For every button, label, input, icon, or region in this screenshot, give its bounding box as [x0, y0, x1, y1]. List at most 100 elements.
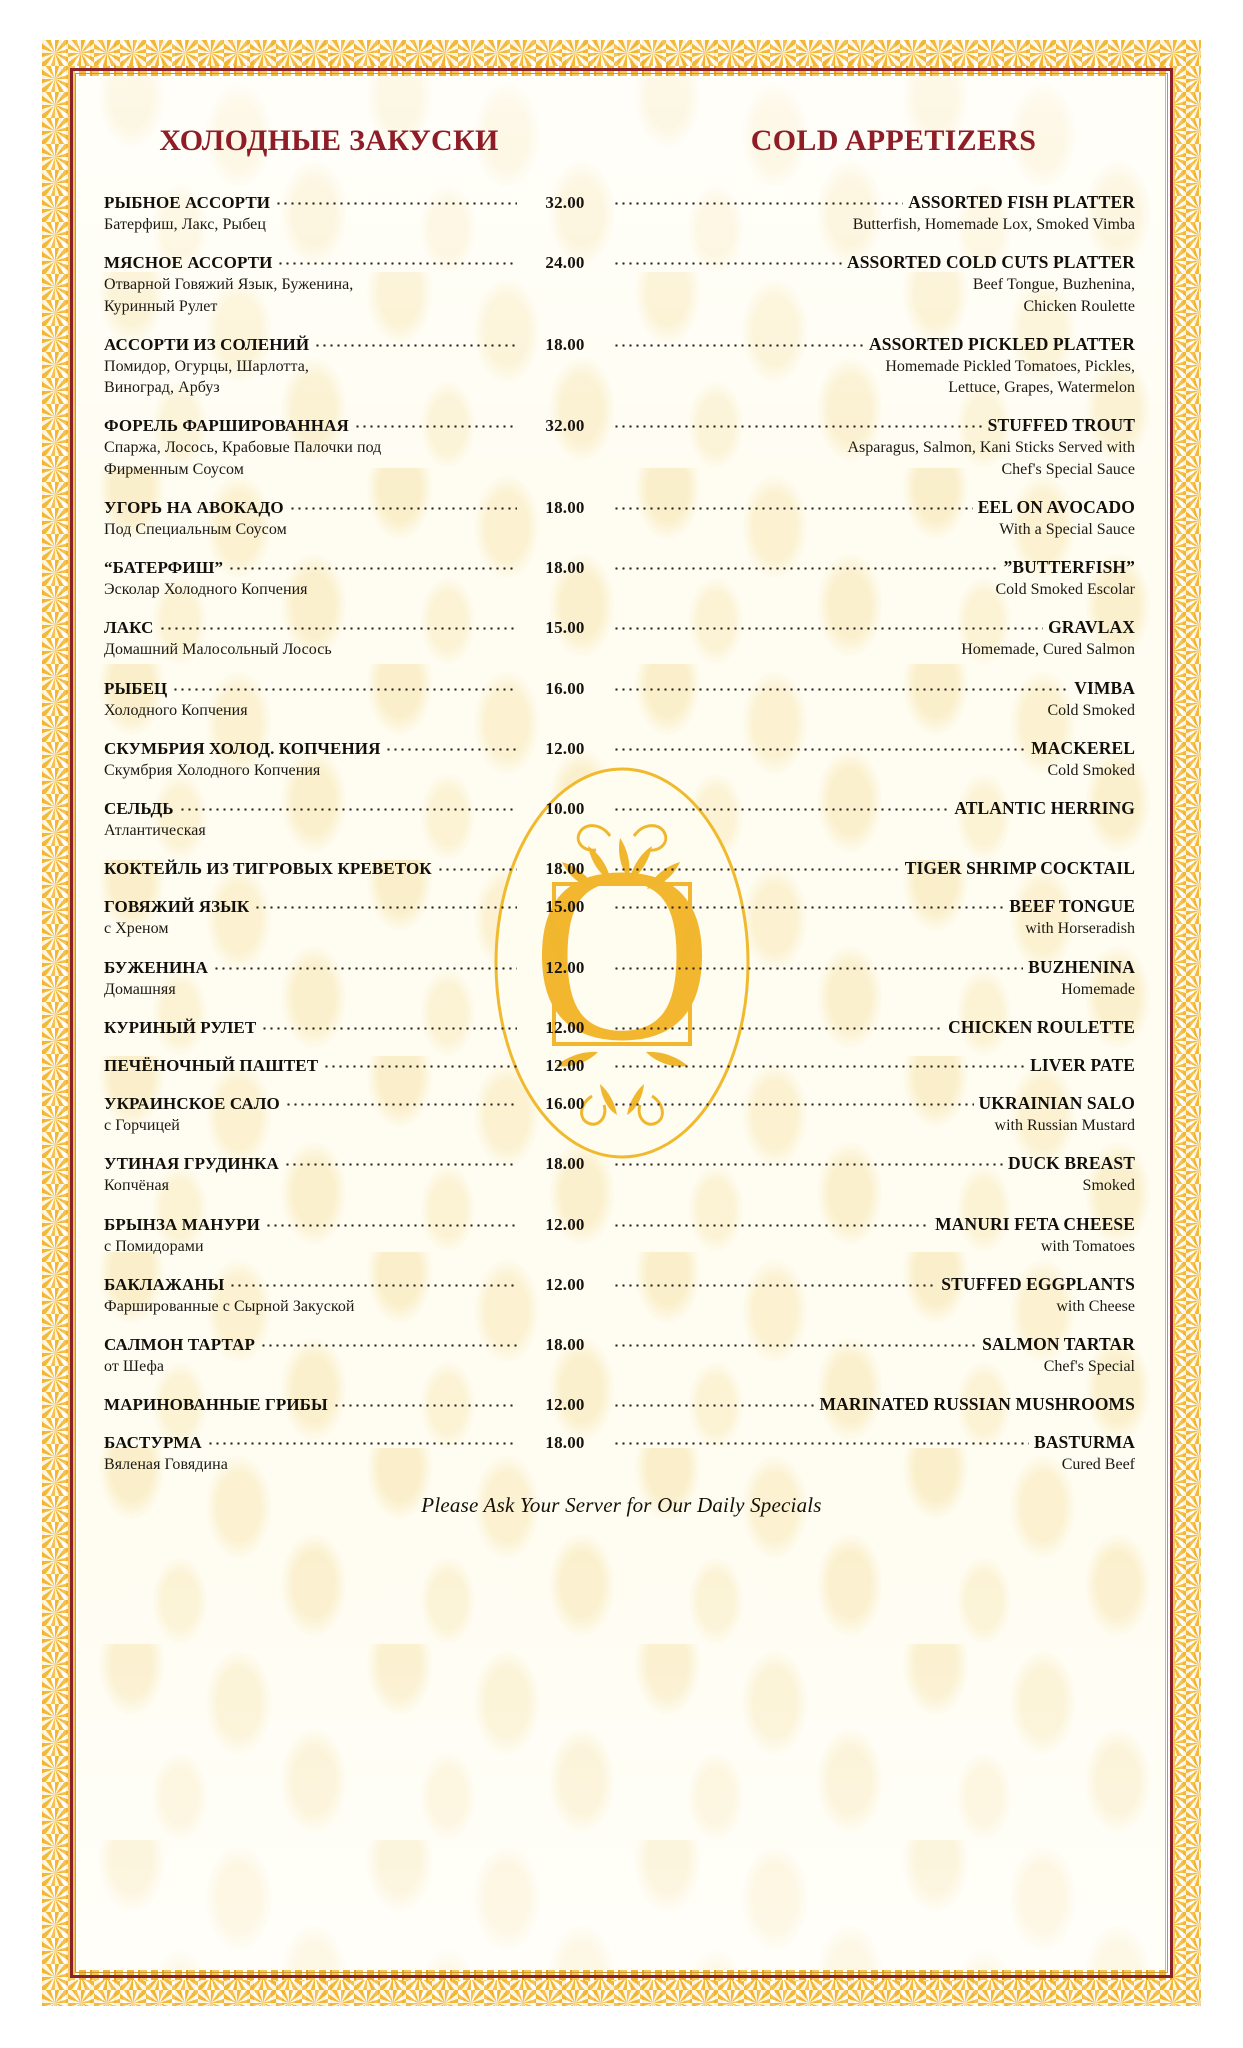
dot-leader: [613, 1055, 1026, 1071]
menu-item-name-line-en: ATLANTIC HERRING: [608, 798, 1135, 819]
menu-item-name-en: BASTURMA: [1034, 1432, 1135, 1453]
menu-item-description-en: with Cheese: [1056, 1297, 1135, 1315]
menu-item-en: UKRAINIAN SALO with Russian Mustard: [608, 1093, 1139, 1136]
menu-item-name-line-en: BEEF TONGUE: [608, 896, 1135, 917]
menu-item-name-en: BEEF TONGUE: [1009, 896, 1135, 917]
menu-item-name-line-ru: ГОВЯЖИЙ ЯЗЫК: [104, 896, 522, 917]
menu-content: ХОЛОДНЫЕ ЗАКУСКИ COLD APPETIZERS РЫБНОЕ …: [78, 76, 1165, 1970]
dot-leader: [172, 678, 517, 694]
menu-item-description-ru: от Шефа: [104, 1358, 165, 1376]
menu-item-price: 15.00: [545, 897, 585, 917]
menu-item-description-en: Homemade: [1061, 980, 1135, 998]
menu-item-price: 16.00: [545, 678, 585, 698]
menu-item-ru: УГОРЬ НА АВОКАДО Под Специальным Соусом: [104, 497, 522, 540]
dot-leader: [288, 497, 517, 513]
menu-item-ru: МЯСНОЕ АССОРТИ Отварной Говяжий Язык, Буж…: [104, 252, 522, 317]
menu-item-row: КУРИНЫЙ РУЛЕТ 12.00 CHICKEN ROULETTE: [104, 1017, 1139, 1038]
menu-item-row: ПЕЧЁНОЧНЫЙ ПАШТЕТ 12.00 LIVER PATE: [104, 1055, 1139, 1076]
menu-item-ru: КОКТЕЙЛЬ ИЗ ТИГРОВЫХ КРЕВЕТОК: [104, 858, 522, 879]
menu-item-name-en: UKRAINIAN SALO: [978, 1092, 1135, 1113]
menu-item-name-ru: МЯСНОЕ АССОРТИ: [104, 253, 273, 273]
menu-item-name-line-ru: АССОРТИ ИЗ СОЛЕНИЙ: [104, 334, 522, 355]
dot-leader: [613, 497, 973, 513]
menu-item-description-en: with Tomatoes: [1040, 1237, 1135, 1255]
menu-item-description-ru: с Хреном: [104, 920, 169, 938]
menu-item-description-ru: Батерфиш, Лакс, Рыбец: [104, 216, 266, 233]
dot-leader: [613, 1394, 815, 1410]
menu-item-description-ru: с Горчицей: [104, 1116, 180, 1134]
menu-paper: O: [78, 76, 1165, 1970]
dot-leader: [353, 415, 517, 431]
menu-item-price: 18.00: [545, 1154, 585, 1174]
menu-item-en: GRAVLAX Homemade, Cured Salmon: [608, 617, 1139, 660]
menu-item-description-en: with Horseradish: [1025, 920, 1135, 938]
menu-item-description-ru: Эсколар Холодного Копчения: [104, 581, 308, 599]
menu-item-name-ru: УКРАИНСКОЕ САЛО: [104, 1093, 280, 1113]
dot-leader: [323, 1055, 517, 1071]
dot-leader: [178, 798, 517, 814]
menu-item-name-ru: ПЕЧЁНОЧНЫЙ ПАШТЕТ: [104, 1055, 319, 1075]
dot-leader: [613, 798, 950, 814]
menu-item-description-en: Homemade, Cured Salmon: [961, 641, 1135, 659]
menu-item-ru: ГОВЯЖИЙ ЯЗЫК с Хреном: [104, 896, 522, 939]
border-inner-rule-red: [70, 68, 1173, 1978]
menu-item-ru: БРЫНЗА МАНУРИ с Помидорами: [104, 1214, 522, 1257]
dot-leader: [613, 858, 900, 874]
menu-item-name-line-ru: ЛАКС: [104, 617, 522, 638]
dot-leader: [613, 334, 865, 350]
menu-item-name-line-ru: БАКЛАЖАНЫ: [104, 1274, 522, 1295]
menu-item-name-line-en: VIMBA: [608, 678, 1135, 699]
dot-leader: [284, 1093, 517, 1109]
menu-item-ru: БАСТУРМА Вяленая Говядина: [104, 1432, 522, 1475]
menu-item-name-line-en: EEL ON AVOCADO: [608, 497, 1135, 518]
menu-item-description-ru: Атлантическая: [104, 822, 206, 840]
menu-item-name-en: ASSORTED PICKLED PLATTER: [869, 333, 1135, 354]
menu-item-row: ФОРЕЛЬ ФАРШИРОВАННАЯ Спаржа, Лосось, Краб…: [104, 415, 1139, 480]
menu-item-en: VIMBA Cold Smoked: [608, 678, 1139, 721]
menu-item-name-line-en: ASSORTED FISH PLATTER: [608, 192, 1135, 213]
menu-item-name-line-en: CHICKEN ROULETTE: [608, 1017, 1135, 1038]
menu-item-description-ru: с Помидорами: [104, 1237, 204, 1255]
menu-item-description-en: Beef Tongue, Buzhenina, Chicken Roulette: [972, 276, 1135, 315]
menu-item-ru: БАКЛАЖАНЫ Фаршированные с Сырной Закуской: [104, 1274, 522, 1317]
menu-item-price: 18.00: [545, 859, 585, 879]
menu-item-name-line-ru: БАСТУРМА: [104, 1432, 522, 1453]
menu-item-description-ru: Отварной Говяжий Язык, Буженина, Куринный…: [104, 276, 354, 315]
dot-leader: [613, 957, 1024, 973]
menu-item-en: ASSORTED COLD CUTS PLATTER Beef Tongue, B…: [608, 252, 1139, 317]
menu-item-description-en: Cold Smoked: [1047, 701, 1135, 719]
menu-item-name-en: GRAVLAX: [1048, 617, 1135, 638]
menu-item-description-en: Smoked: [1082, 1177, 1135, 1195]
menu-item-en: ASSORTED FISH PLATTER Butterfish, Homemad…: [608, 192, 1139, 235]
menu-item-price: 18.00: [545, 1335, 585, 1355]
menu-item-name-ru: УТИНАЯ ГРУДИНКА: [104, 1154, 279, 1174]
border-inner-rule-gold: [75, 73, 1168, 1973]
menu-item-name-ru: СКУМБРИЯ ХОЛОД. КОПЧЕНИЯ: [104, 738, 381, 758]
menu-item-description-ru: Копчёная: [104, 1177, 170, 1195]
menu-item-name-line-ru: САЛМОН ТАРТАР: [104, 1334, 522, 1355]
menu-item-name-line-ru: УКРАИНСКОЕ САЛО: [104, 1093, 522, 1114]
menu-item-name-en: ATLANTIC HERRING: [954, 798, 1135, 819]
menu-item-name-en: BUZHENINA: [1028, 956, 1135, 977]
dot-leader: [613, 1334, 978, 1350]
menu-item-price: 12.00: [545, 1274, 585, 1294]
dot-leader: [385, 738, 517, 754]
menu-item-name-line-ru: МАРИНОВАННЫЕ ГРИБЫ: [104, 1394, 522, 1415]
menu-item-price: 18.00: [545, 497, 585, 517]
menu-item-en: EEL ON AVOCADO With a Special Sauce: [608, 497, 1139, 540]
dot-leader: [314, 334, 517, 350]
menu-item-en: BASTURMA Cured Beef: [608, 1432, 1139, 1475]
menu-item-name-line-ru: КОКТЕЙЛЬ ИЗ ТИГРОВЫХ КРЕВЕТОК: [104, 858, 522, 879]
menu-item-row: УКРАИНСКОЕ САЛО с Горчицей 16.00 UKRAINIAN …: [104, 1093, 1139, 1136]
menu-item-en: ATLANTIC HERRING: [608, 798, 1139, 819]
dot-leader: [436, 858, 517, 874]
dot-leader: [254, 896, 517, 912]
menu-item-name-ru: УГОРЬ НА АВОКАДО: [104, 497, 284, 517]
menu-item-name-line-ru: УГОРЬ НА АВОКАДО: [104, 497, 522, 518]
menu-item-name-en: MARINATED RUSSIAN MUSHROOMS: [819, 1394, 1135, 1415]
menu-item-ru: ЛАКС Домашний Малосольный Лосось: [104, 617, 522, 660]
menu-item-description-ru: Холодного Копчения: [104, 701, 248, 719]
menu-item-name-en: LIVER PATE: [1030, 1054, 1135, 1075]
menu-item-name-en: VIMBA: [1074, 677, 1135, 698]
